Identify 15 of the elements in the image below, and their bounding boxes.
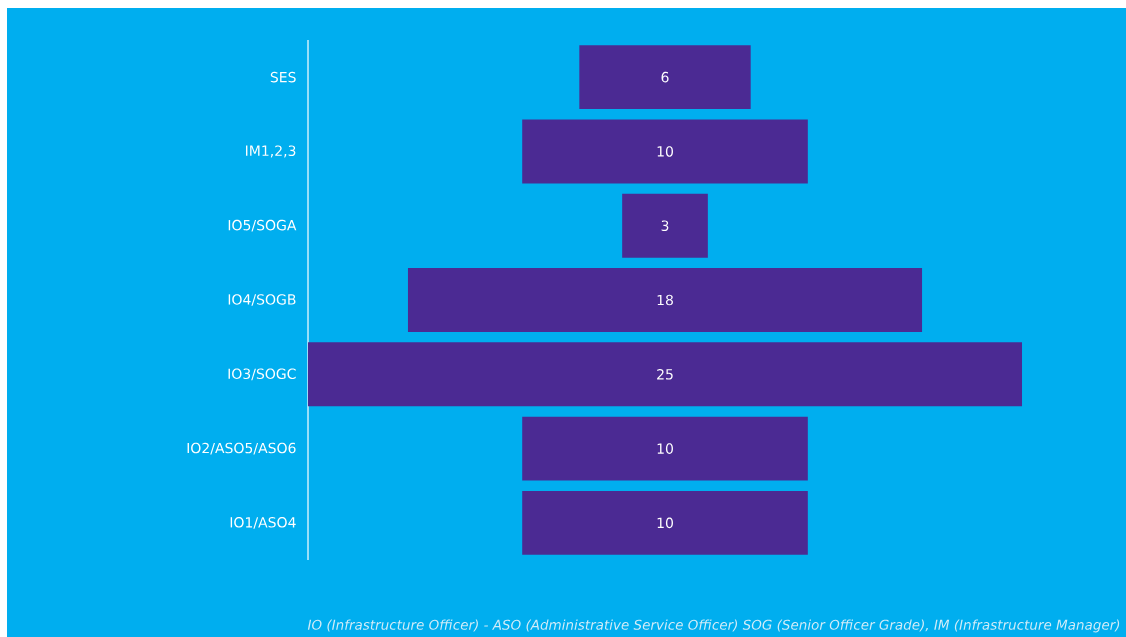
category-label: IO5/SOGA <box>228 219 297 232</box>
data-label: 10 <box>657 517 673 529</box>
category-label: IO1/ASO4 <box>230 517 296 529</box>
data-label: 25 <box>657 368 673 380</box>
category-label: IO3/SOGC <box>228 368 296 381</box>
data-label: 18 <box>657 294 673 306</box>
data-label: 10 <box>657 443 673 454</box>
category-label: IM1,2,3 <box>246 145 296 158</box>
category-label: IO2/ASO5/ASO6 <box>187 442 296 455</box>
data-label: 3 <box>661 220 669 232</box>
text: IO (Infrastructure Officer) - ASO (Administrative Service Officer) SOG (Senior Officer Grade), IM (Infrastructure Manager) <box>307 619 1120 633</box>
data-label: 6 <box>661 71 669 83</box>
data-label: 10 <box>657 146 673 157</box>
category-label: IO4/SOGB <box>228 294 296 306</box>
category-label: SES <box>270 71 296 83</box>
